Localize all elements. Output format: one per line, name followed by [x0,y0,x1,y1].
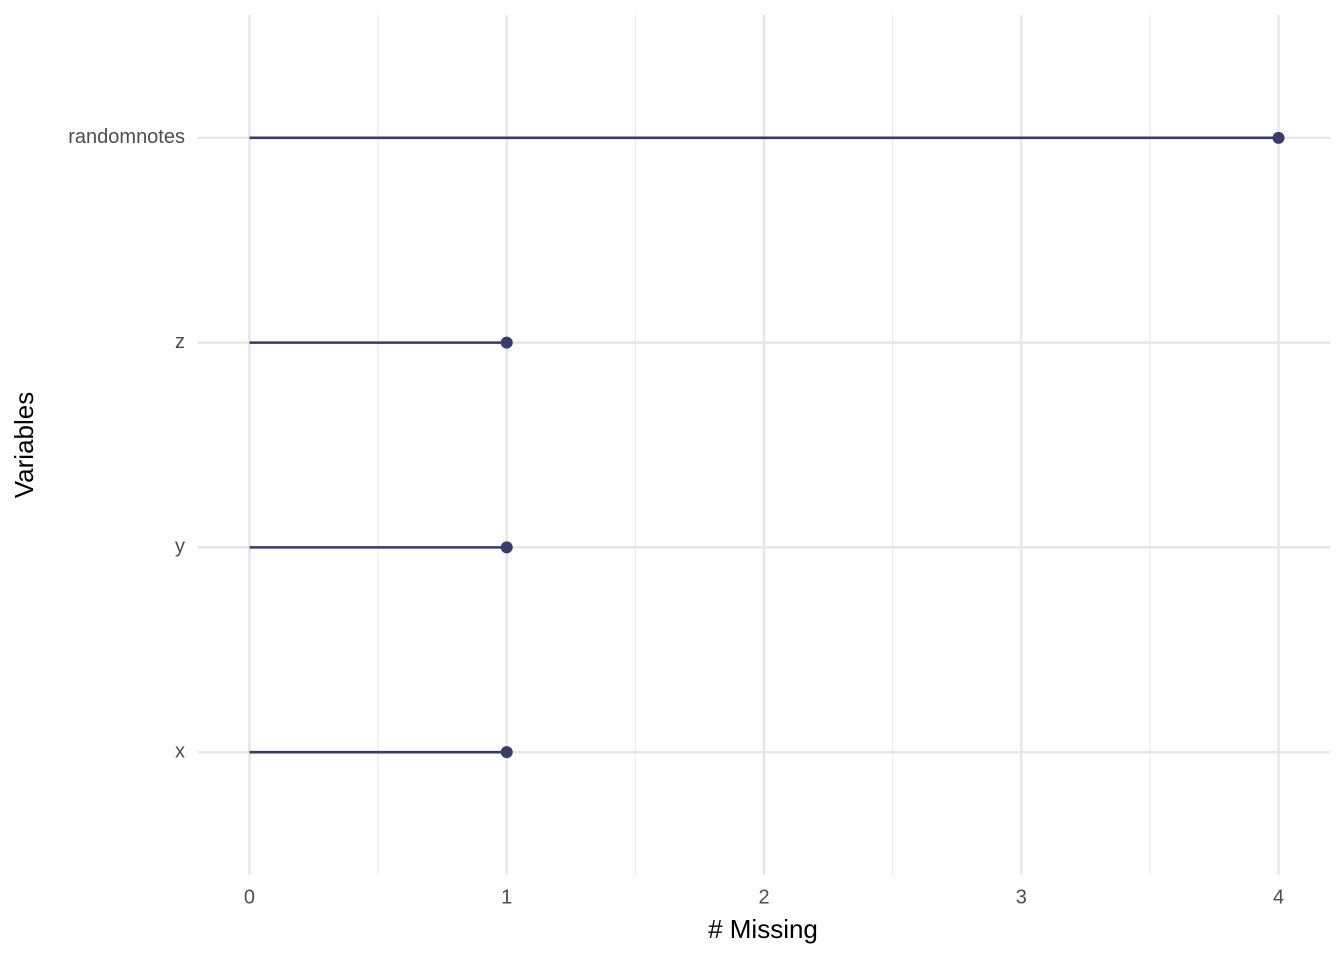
x-tick-label: 3 [1016,886,1027,908]
x-axis-title: # Missing [708,914,818,944]
point [500,746,513,759]
y-axis-title: Variables [9,392,39,498]
x-tick-label: 2 [758,886,769,908]
point [500,336,513,349]
point [1272,131,1285,144]
point [500,541,513,554]
x-tick-label: 0 [244,886,255,908]
y-tick-label: z [175,331,185,353]
y-tick-label: randomnotes [68,126,185,148]
y-tick-label: x [175,740,185,762]
y-tick-label: y [175,536,185,558]
x-tick-label: 4 [1273,886,1284,908]
x-tick-label: 1 [501,886,512,908]
